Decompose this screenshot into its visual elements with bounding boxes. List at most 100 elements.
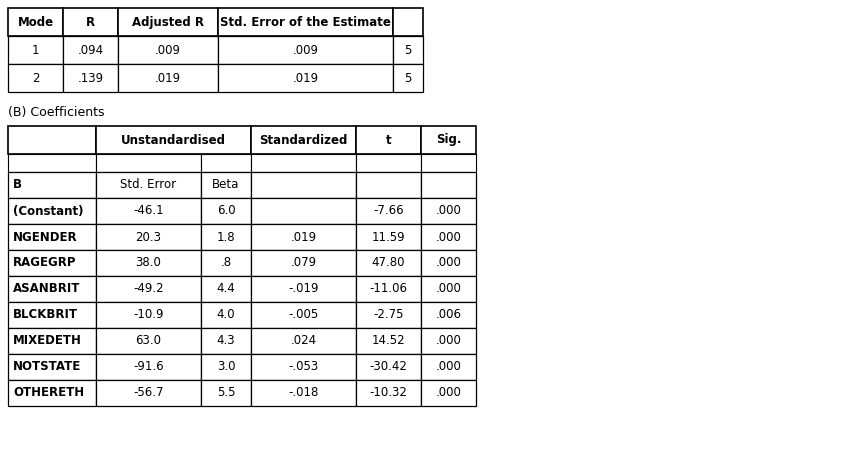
Bar: [356, 354, 421, 380]
Bar: [96, 328, 201, 354]
Bar: [251, 380, 356, 406]
Bar: [251, 250, 356, 276]
Bar: [218, 64, 393, 92]
Bar: [421, 380, 476, 406]
Bar: [251, 126, 356, 154]
Bar: [218, 8, 393, 36]
Text: .019: .019: [155, 72, 181, 84]
Bar: [201, 172, 251, 198]
Text: -46.1: -46.1: [133, 204, 164, 218]
Bar: [421, 328, 476, 354]
Text: 5: 5: [405, 72, 412, 84]
Text: -49.2: -49.2: [133, 283, 164, 295]
Text: -.019: -.019: [288, 283, 319, 295]
Bar: [201, 276, 251, 302]
Bar: [201, 354, 251, 380]
Bar: [201, 154, 251, 172]
Text: 1.8: 1.8: [216, 230, 235, 244]
Bar: [356, 276, 421, 302]
Bar: [421, 224, 476, 250]
Bar: [96, 198, 201, 224]
Text: BLCKBRIT: BLCKBRIT: [13, 309, 78, 321]
Bar: [356, 380, 421, 406]
Text: 4.3: 4.3: [216, 335, 235, 347]
Bar: [8, 8, 63, 36]
Bar: [251, 302, 356, 328]
Text: -91.6: -91.6: [133, 361, 164, 374]
Bar: [421, 154, 476, 172]
Text: .009: .009: [155, 44, 181, 56]
Text: 5: 5: [405, 44, 412, 56]
Text: -.018: -.018: [288, 386, 319, 400]
Text: NOTSTATE: NOTSTATE: [13, 361, 81, 374]
Bar: [96, 126, 251, 154]
Bar: [63, 8, 118, 36]
Bar: [8, 36, 63, 64]
Bar: [96, 154, 201, 172]
Bar: [8, 380, 96, 406]
Text: .000: .000: [435, 230, 462, 244]
Bar: [393, 64, 423, 92]
Text: -10.32: -10.32: [370, 386, 407, 400]
Bar: [96, 172, 201, 198]
Bar: [8, 250, 96, 276]
Text: (B) Coefficients: (B) Coefficients: [8, 106, 105, 119]
Bar: [96, 224, 201, 250]
Text: .094: .094: [78, 44, 104, 56]
Bar: [421, 172, 476, 198]
Bar: [251, 198, 356, 224]
Bar: [356, 126, 421, 154]
Text: .000: .000: [435, 335, 462, 347]
Bar: [118, 8, 218, 36]
Text: Mode: Mode: [17, 16, 54, 28]
Text: .139: .139: [78, 72, 104, 84]
Text: t: t: [386, 134, 391, 146]
Text: .8: .8: [221, 256, 232, 270]
Bar: [96, 380, 201, 406]
Text: MIXEDETH: MIXEDETH: [13, 335, 82, 347]
Bar: [8, 172, 96, 198]
Bar: [96, 250, 201, 276]
Bar: [8, 354, 96, 380]
Text: .009: .009: [292, 44, 319, 56]
Bar: [201, 250, 251, 276]
Bar: [218, 36, 393, 64]
Text: -.053: -.053: [288, 361, 319, 374]
Bar: [356, 224, 421, 250]
Text: NGENDER: NGENDER: [13, 230, 78, 244]
Bar: [421, 276, 476, 302]
Bar: [251, 224, 356, 250]
Text: 20.3: 20.3: [135, 230, 162, 244]
Text: .024: .024: [291, 335, 317, 347]
Bar: [118, 36, 218, 64]
Bar: [421, 302, 476, 328]
Bar: [356, 198, 421, 224]
Text: 38.0: 38.0: [135, 256, 161, 270]
Text: .000: .000: [435, 204, 462, 218]
Text: (Constant): (Constant): [13, 204, 83, 218]
Bar: [63, 36, 118, 64]
Bar: [251, 154, 356, 172]
Text: .000: .000: [435, 361, 462, 374]
Bar: [8, 154, 96, 172]
Text: .000: .000: [435, 283, 462, 295]
Text: .006: .006: [435, 309, 462, 321]
Text: OTHERETH: OTHERETH: [13, 386, 84, 400]
Text: Std. Error: Std. Error: [120, 179, 176, 191]
Bar: [356, 172, 421, 198]
Bar: [8, 198, 96, 224]
Bar: [8, 328, 96, 354]
Text: 11.59: 11.59: [371, 230, 406, 244]
Text: 63.0: 63.0: [135, 335, 162, 347]
Text: 4.4: 4.4: [216, 283, 235, 295]
Bar: [8, 64, 63, 92]
Text: 3.0: 3.0: [216, 361, 235, 374]
Text: 5.5: 5.5: [216, 386, 235, 400]
Text: -7.66: -7.66: [373, 204, 404, 218]
Bar: [96, 302, 201, 328]
Bar: [356, 302, 421, 328]
Bar: [201, 328, 251, 354]
Bar: [421, 198, 476, 224]
Bar: [96, 354, 201, 380]
Bar: [201, 198, 251, 224]
